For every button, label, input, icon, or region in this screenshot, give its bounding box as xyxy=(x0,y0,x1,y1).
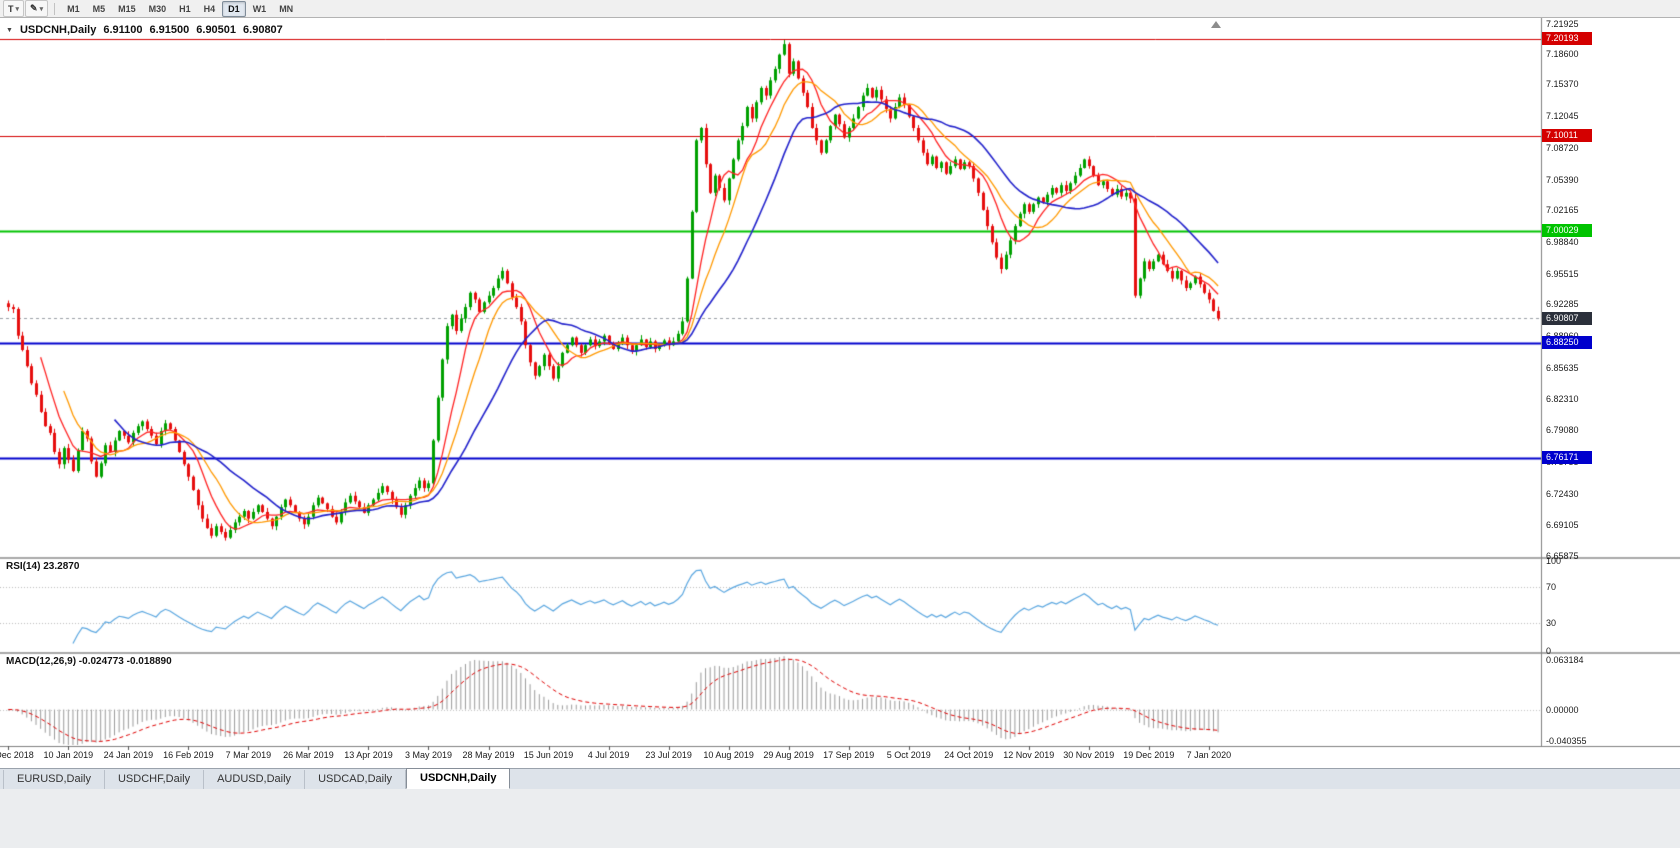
current-price-flag: 6.90807 xyxy=(1542,311,1592,325)
chart-region: ▼ USDCNH,Daily 6.91100 6.91500 6.90501 6… xyxy=(0,18,1680,768)
hline-price-flag: 7.20193 xyxy=(1542,32,1592,45)
price-axis-label: 6.65875 xyxy=(1546,551,1579,561)
date-axis-label: 7 Mar 2019 xyxy=(225,750,272,760)
collapse-arrow-icon[interactable]: ▼ xyxy=(6,26,13,34)
price-axis-label: 6.88960 xyxy=(1546,331,1579,341)
date-axis-label: 4 Jul 2019 xyxy=(587,750,630,760)
price-axis-label: 7.02165 xyxy=(1546,205,1579,216)
date-axis-label: 16 Feb 2019 xyxy=(163,750,214,760)
chevron-down-icon: ▾ xyxy=(39,5,44,13)
price-axis-label: 6.79080 xyxy=(1546,425,1579,436)
price-axis-label: 7.08720 xyxy=(1546,142,1579,153)
macd-axis-label: 0.063184 xyxy=(1546,655,1584,665)
rsi-axis-label: 100 xyxy=(1546,556,1562,566)
drawing-tool-button[interactable]: ✎ ▾ xyxy=(25,0,49,17)
date-axis-label: 15 Jun 2019 xyxy=(523,750,574,760)
chart-tab-bar: EURUSD,Daily USDCHF,Daily AUDUSD,Daily USDC… xyxy=(0,768,1680,789)
chart-ohlc-header: ▼ USDCNH,Daily 6.91100 6.91500 6.90501 6… xyxy=(6,24,283,36)
price-axis-label: 7.15370 xyxy=(1546,79,1579,90)
tab-usdcnh-daily[interactable]: USDCNH,Daily xyxy=(406,768,511,789)
drawing-tool-icon: ✎ xyxy=(30,3,38,13)
timeframe-m30-button[interactable]: M30 xyxy=(148,3,167,14)
price-axis-label: 7.18600 xyxy=(1546,48,1579,59)
price-axis-label: 7.12045 xyxy=(1546,111,1579,122)
timeframe-w1-button[interactable]: W1 xyxy=(252,3,267,14)
price-axis-label: 7.21925 xyxy=(1546,19,1579,29)
date-axis-label: 24 Jan 2019 xyxy=(103,750,154,760)
timeframe-h4-button[interactable]: H4 xyxy=(203,3,216,14)
date-axis-label: 30 Nov 2019 xyxy=(1063,750,1115,760)
window-filler xyxy=(0,789,1680,848)
ohlc-low-value: 6.90501 xyxy=(196,24,237,36)
ohlc-close-value: 6.90807 xyxy=(243,24,283,36)
rsi-axis-label: 30 xyxy=(1546,618,1557,629)
chart-symbol-label: USDCNH,Daily xyxy=(19,24,97,36)
date-axis-label: 28 May 2019 xyxy=(462,750,515,760)
price-axis-label: 6.72430 xyxy=(1546,488,1579,499)
tab-eurusd-daily[interactable]: EURUSD,Daily xyxy=(3,770,105,789)
date-axis-label: 10 Aug 2019 xyxy=(703,750,754,760)
ohlc-open-value: 6.91100 xyxy=(103,24,143,36)
date-axis-label: 5 Oct 2019 xyxy=(886,750,931,760)
date-axis-label: 13 Apr 2019 xyxy=(344,750,393,760)
date-axis-label: 24 Oct 2019 xyxy=(944,750,994,760)
text-tool-icon: T xyxy=(8,3,14,14)
date-axis-label: 29 Aug 2019 xyxy=(763,750,814,760)
timeframe-mn-button[interactable]: MN xyxy=(279,3,294,14)
macd-axis-label: 0.00000 xyxy=(1546,704,1579,715)
chart-canvas[interactable] xyxy=(0,18,1680,768)
date-axis-label: 26 Mar 2019 xyxy=(283,750,334,760)
date-axis-label: 10 Jan 2019 xyxy=(43,750,94,760)
date-axis-label: 12 Nov 2019 xyxy=(1003,750,1055,760)
rsi-axis-label: 0 xyxy=(1546,646,1552,656)
price-axis-label: 6.92285 xyxy=(1546,299,1579,310)
price-axis-label: 6.98840 xyxy=(1546,236,1579,247)
hline-price-flag: 6.88250 xyxy=(1542,336,1592,350)
tab-usdchf-daily[interactable]: USDCHF,Daily xyxy=(105,770,205,789)
macd-axis-label: -0.040355 xyxy=(1546,736,1587,746)
macd-indicator-label: MACD(12,26,9) -0.024773 -0.018890 xyxy=(6,656,172,667)
timeframe-m5-button[interactable]: M5 xyxy=(92,3,106,14)
date-axis-label: 22 Dec 2018 xyxy=(0,750,34,760)
date-axis-label: 17 Sep 2019 xyxy=(823,750,875,760)
timeframe-h1-button[interactable]: H1 xyxy=(179,3,191,14)
price-axis-label: 6.82310 xyxy=(1546,394,1579,405)
timeframe-m15-button[interactable]: M15 xyxy=(118,3,136,14)
scroll-anchor-icon[interactable] xyxy=(1211,21,1221,28)
date-axis-label: 19 Dec 2019 xyxy=(1123,750,1175,760)
timeframe-m1-button[interactable]: M1 xyxy=(67,3,80,14)
tab-audusd-daily[interactable]: AUDUSD,Daily xyxy=(204,770,306,789)
text-tool-button[interactable]: T ▾ xyxy=(3,0,25,17)
hline-price-flag: 7.10011 xyxy=(1542,129,1592,142)
rsi-indicator-label: RSI(14) 23.2870 xyxy=(6,561,80,572)
date-axis-label: 23 Jul 2019 xyxy=(645,750,692,760)
hline-price-flag: 6.76171 xyxy=(1542,451,1592,465)
toolbar-separator xyxy=(54,2,56,15)
chevron-down-icon: ▾ xyxy=(15,5,20,13)
price-axis-label: 6.95515 xyxy=(1546,268,1579,279)
price-axis-label: 6.69105 xyxy=(1546,520,1579,531)
price-axis-label: 6.85635 xyxy=(1546,362,1579,373)
tab-usdcad-daily[interactable]: USDCAD,Daily xyxy=(305,770,407,789)
price-axis-label: 7.05390 xyxy=(1546,174,1579,185)
ohlc-high-value: 6.91500 xyxy=(149,24,190,36)
hline-price-flag: 7.00029 xyxy=(1542,224,1592,238)
date-axis-label: 7 Jan 2020 xyxy=(1186,750,1232,760)
date-axis-label: 3 May 2019 xyxy=(404,750,452,760)
rsi-axis-label: 70 xyxy=(1546,581,1557,592)
toolbar: T ▾ ✎ ▾ M1 M5 M15 M30 H1 H4 D1 W1 MN xyxy=(0,0,1680,18)
timeframe-d1-button[interactable]: D1 xyxy=(222,0,246,17)
